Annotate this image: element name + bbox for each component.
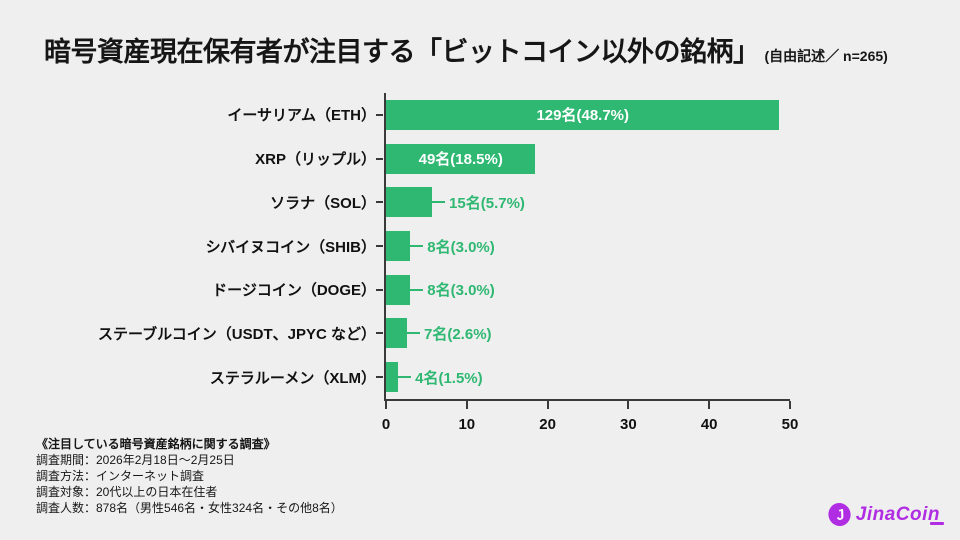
survey-title: 《注目している暗号資産銘柄に関する調査》 [36, 437, 276, 451]
bar [386, 274, 411, 305]
y-axis-tick [376, 288, 383, 291]
bar-track: 8名(3.0%) [386, 274, 790, 305]
value-label: 8名(3.0%) [427, 282, 495, 300]
bar-row: ドージコイン（DOGE） 8名(3.0%) [212, 268, 790, 312]
bar-track: 7名(2.6%) [386, 318, 790, 349]
survey-target: 調査対象：20代以上の日本在住者 [36, 485, 218, 499]
x-axis-tick [627, 401, 630, 409]
bar-row: イーサリアム（ETH） 129名(48.7%) [227, 93, 790, 137]
title-main-text: 暗号資産現在保有者が注目する「ビットコイン以外の銘柄」 [44, 37, 760, 67]
bar-row: ステーブルコイン（USDT、JPYC など） 7名(2.6%) [98, 312, 790, 356]
bar-track: 49名(18.5%) [386, 143, 790, 174]
category-label: ステラルーメン（XLM） [209, 369, 376, 387]
category-label: ステーブルコイン（USDT、JPYC など） [98, 325, 376, 343]
y-axis-tick [376, 376, 383, 379]
y-axis-tick [376, 245, 383, 248]
category-label: XRP（リップル） [255, 151, 376, 169]
value-connector-line [410, 245, 424, 248]
bar-track: 15名(5.7%) [386, 187, 790, 218]
value-label: 7名(2.6%) [424, 325, 492, 343]
bar: 129名(48.7%) [386, 99, 780, 130]
jinacoin-logo: J JinaCoin [827, 502, 944, 527]
jinacoin-logo-text: JinaCoin [855, 503, 940, 525]
x-axis-tick [789, 401, 791, 409]
survey-method: 調査方法：インターネット調査 [36, 469, 205, 483]
x-axis-tick-label: 30 [620, 416, 637, 433]
survey-notes: 《注目している暗号資産銘柄に関する調査》 調査期間：2026年2月18日～2月2… [36, 436, 343, 516]
value-connector-line [407, 332, 420, 335]
category-label: ソラナ（SOL） [270, 194, 376, 212]
bar-chart-rows: イーサリアム（ETH） 129名(48.7%) XRP（リップル） 49名(18.5%… [98, 93, 790, 399]
category-label: イーサリアム（ETH） [227, 107, 376, 125]
x-axis-tick [708, 401, 711, 409]
bar-row: シバイヌコイン（SHIB） 8名(3.0%) [206, 224, 790, 268]
value-label: 8名(3.0%) [427, 238, 495, 256]
bar [386, 187, 433, 218]
value-connector-line [432, 201, 446, 204]
bar-row: ソラナ（SOL） 15名(5.7%) [270, 180, 790, 224]
category-label: シバイヌコイン（SHIB） [205, 238, 376, 256]
page-title: 暗号資産現在保有者が注目する「ビットコイン以外の銘柄」 (自由記述／ n=265) [44, 30, 888, 69]
bar-track: 8名(3.0%) [386, 231, 790, 262]
value-label: 129名(48.7%) [536, 107, 630, 125]
x-axis-tick-label: 10 [458, 416, 476, 433]
x-axis-tick [546, 401, 549, 409]
x-axis-tick [385, 401, 387, 409]
bar-row: XRP（リップル） 49名(18.5%) [255, 137, 790, 181]
value-label: 49名(18.5%) [418, 151, 503, 169]
y-axis-tick [376, 201, 383, 204]
jinacoin-logo-underline [930, 521, 944, 525]
bar-track: 129名(48.7%) [386, 99, 790, 130]
value-label: 15名(5.7%) [449, 194, 525, 212]
value-connector-line [410, 288, 424, 291]
x-axis-tick-label: 20 [539, 416, 556, 433]
jinacoin-coin-icon: J [828, 502, 851, 527]
x-axis-tick-label: 50 [781, 416, 799, 433]
y-axis-tick [376, 157, 383, 160]
survey-participants: 調査人数：878名（男性546名・女性324名・その他8名） [36, 501, 343, 515]
bar-row: ステラルーメン（XLM） 4名(1.5%) [210, 355, 790, 399]
y-axis-tick [376, 332, 383, 335]
value-connector-line [398, 376, 412, 379]
bar [386, 362, 399, 393]
survey-period: 調査期間：2026年2月18日～2月25日 [36, 453, 235, 467]
title-suffix-text: (自由記述／ n=265) [764, 48, 888, 64]
x-axis-tick-label: 0 [381, 416, 391, 433]
bar-track: 4名(1.5%) [386, 362, 790, 393]
x-axis-tick [465, 401, 468, 409]
bar: 49名(18.5%) [386, 143, 536, 174]
jinacoin-logo-text-wrap: JinaCoin [855, 503, 944, 526]
x-axis-tick-label: 40 [700, 416, 718, 433]
category-label: ドージコイン（DOGE） [212, 282, 376, 300]
bar-chart: イーサリアム（ETH） 129名(48.7%) XRP（リップル） 49名(18.5%… [98, 93, 798, 433]
value-label: 4名(1.5%) [415, 369, 483, 387]
bar [386, 318, 407, 349]
bar [386, 231, 411, 262]
y-axis-tick [376, 113, 383, 116]
